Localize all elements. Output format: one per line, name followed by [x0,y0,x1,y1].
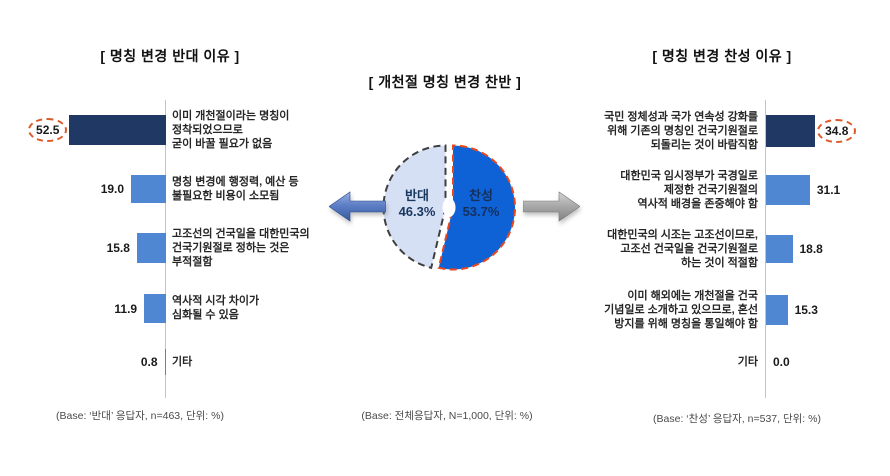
bar-label: 역사적 시각 차이가 심화될 수 있음 [172,295,260,321]
bar-label: 이미 해외에는 개천절을 건국 기념일로 소개하고 있으므로, 혼선 방지를 위해 … [604,290,758,330]
right-bar-row: 31.1 [766,175,886,205]
bar-oppose-1 [69,115,166,145]
bar-oppose-2 [131,175,166,203]
bar-label: 명칭 변경에 행정력, 예산 등 불필요한 비용이 소모됨 [172,176,299,202]
pie-slice-oppose [382,144,447,270]
bar-value: 11.9 [114,301,138,316]
pie-slice-favor [437,144,517,271]
right-chart-title: [ 명칭 변경 찬성 이유 ] [652,48,792,64]
left-base-note: (Base: ‘반대’ 응답자, n=463, 단위: %) [56,410,224,422]
pie-label-oppose: 반대 46.3% [398,188,436,219]
bar-favor-3 [766,235,793,263]
left-bar-row: 11.9 [10,294,166,323]
pie-label-favor: 찬성 53.7% [462,188,500,219]
left-bar-row: 19.0 [10,175,166,203]
highlight-circle: 52.5 [28,118,68,142]
bar-label: 기타 [737,356,758,368]
highlight-circle: 34.8 [817,119,857,143]
bar-label: 국민 정체성과 국가 연속성 강화를 위해 기존의 명칭인 건국기원절로 되돌리는 … [604,111,758,151]
bar-label: 기타 [172,356,193,368]
bar-oppose-5 [164,349,166,375]
bar-oppose-4 [144,294,166,323]
bar-value: 19.0 [100,182,125,196]
right-base-note: (Base: ‘찬성’ 응답자, n=537, 단위: %) [653,413,821,425]
bar-favor-2 [766,175,810,205]
bar-label: 대한민국의 시조는 고조선이므로, 고조선 건국일을 건국기원절로 하는 것이 적절… [607,229,758,269]
right-bar-row: 0.0 [766,349,886,375]
bar-value: 15.8 [106,241,130,255]
center-chart-title: [ 개천절 명칭 변경 찬반 ] [368,74,522,90]
bar-favor-1 [766,115,816,147]
bar-favor-4 [766,295,788,325]
left-chart-title: [ 명칭 변경 반대 이유 ] [100,48,240,64]
center-base-note: (Base: 전체응답자, N=1,000, 단위: %) [361,410,533,422]
bar-value: 18.8 [799,242,823,256]
bar-label: 대한민국 임시정부가 국경일로 제정한 건국기원절의 역사적 배경을 존중해야 함 [620,170,758,210]
left-bar-row: 0.8 [10,349,166,375]
bar-label: 고조선의 건국일을 대한민국의 건국기원절로 정하는 것은 부적절함 [172,228,310,268]
bar-oppose-3 [136,233,166,263]
right-bar-row: 34.8 [766,115,886,147]
left-bar-row: 52.5 [10,115,166,145]
pie-center-hole [442,198,456,217]
right-arrow-icon [523,191,580,222]
bar-value: 15.3 [794,303,818,317]
right-bar-row: 15.3 [766,295,886,325]
left-bar-row: 15.8 [10,233,166,263]
bar-label: 이미 개천절이라는 명칭이 정착되었으므로 굳이 바꿀 필요가 없음 [172,110,290,150]
bar-value: 0.0 [773,355,790,369]
bar-value: 31.1 [816,183,841,197]
pie-chart [376,135,521,280]
left-arrow-icon [329,191,386,222]
right-chart-axis [765,100,766,398]
bar-value: 0.8 [140,355,158,369]
right-bar-row: 18.8 [766,235,886,263]
